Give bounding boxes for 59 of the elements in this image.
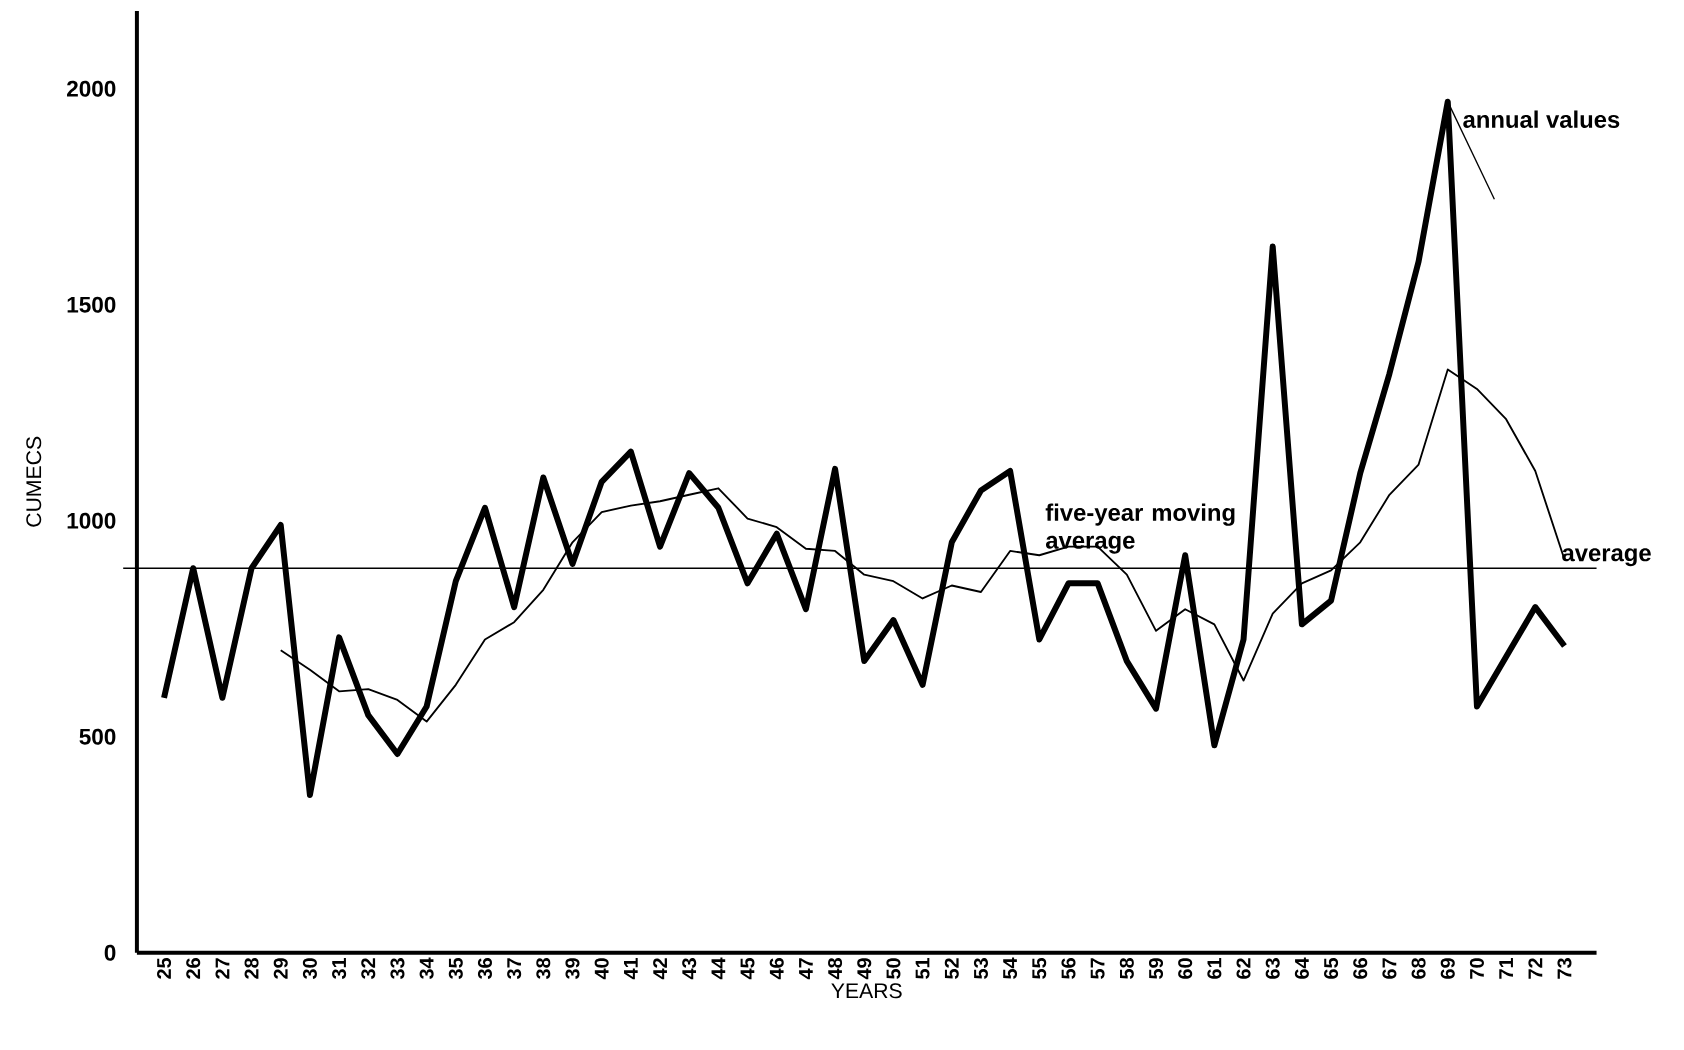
y-axis-title: CUMECS (26, 436, 42, 527)
x-tick-label: 38 (536, 957, 551, 979)
x-tick-label: 51 (915, 957, 930, 979)
x-tick-label: 31 (332, 957, 347, 979)
x-tick-label: 44 (711, 957, 726, 980)
x-tick-label: 57 (1090, 958, 1105, 979)
x-tick-label: 33 (390, 958, 405, 979)
x-tick-label: 42 (653, 958, 667, 980)
x-tick-label: 34 (419, 957, 434, 979)
x-tick-label: 48 (828, 957, 843, 980)
x-tick-label: 27 (215, 958, 230, 979)
x-tick-label: 30 (302, 958, 317, 979)
x-tick-label: 67 (1382, 958, 1397, 979)
x-tick-label: 26 (186, 958, 201, 979)
y-tick-label: 0 (104, 944, 116, 961)
x-tick-label: 39 (565, 958, 580, 979)
x-tick-label: 50 (886, 958, 901, 979)
x-tick-label: 46 (769, 958, 784, 980)
x-tick-label: 69 (1440, 958, 1455, 979)
x-tick-label: 47 (799, 958, 813, 980)
x-tick-label: 25 (157, 957, 172, 979)
x-tick-label: 59 (1148, 958, 1164, 979)
x-tick-label: 63 (1265, 958, 1280, 979)
y-tick-label: 1000 (67, 512, 116, 529)
x-tick-label: 41 (624, 957, 638, 980)
x-tick-label: 40 (594, 958, 609, 980)
ref-line-label: average (1562, 548, 1651, 567)
x-tick-label: 53 (973, 958, 989, 979)
series-label: annual values (1463, 110, 1620, 128)
x-tick-label: 52 (944, 958, 959, 979)
x-tick-label: 66 (1353, 958, 1368, 979)
x-tick-label: 36 (477, 958, 493, 979)
x-tick-label: 58 (1119, 957, 1134, 979)
x-tick-label: 71 (1499, 957, 1513, 979)
x-tick-label: 73 (1557, 958, 1572, 979)
x-tick-label: 70 (1469, 958, 1484, 979)
x-axis-title: YEARS (831, 983, 902, 999)
x-tick-label: 61 (1207, 957, 1222, 979)
x-tick-label: 37 (507, 958, 522, 979)
x-tick-label: 28 (244, 957, 259, 979)
x-tick-label: 62 (1236, 958, 1251, 979)
x-tick-label: 68 (1411, 957, 1426, 979)
x-tick-label: 35 (448, 957, 463, 979)
series-label: five-year moving average (1045, 503, 1235, 554)
x-tick-label: 72 (1528, 958, 1543, 979)
x-tick-label: 29 (273, 958, 288, 979)
x-tick-label: 49 (857, 958, 872, 980)
x-tick-label: 45 (740, 957, 755, 980)
x-tick-label: 64 (1294, 957, 1309, 979)
x-tick-label: 55 (1032, 957, 1047, 979)
x-tick-label: 56 (1061, 958, 1076, 979)
x-tick-label: 54 (1003, 957, 1018, 979)
x-tick-label: 60 (1178, 958, 1193, 979)
x-tick-label: 65 (1324, 957, 1339, 979)
x-tick-label: 43 (682, 958, 697, 980)
y-tick-label: 2000 (67, 80, 116, 97)
x-tick-label: 32 (361, 958, 376, 979)
y-tick-label: 1500 (67, 296, 116, 313)
y-tick-label: 500 (79, 728, 116, 745)
